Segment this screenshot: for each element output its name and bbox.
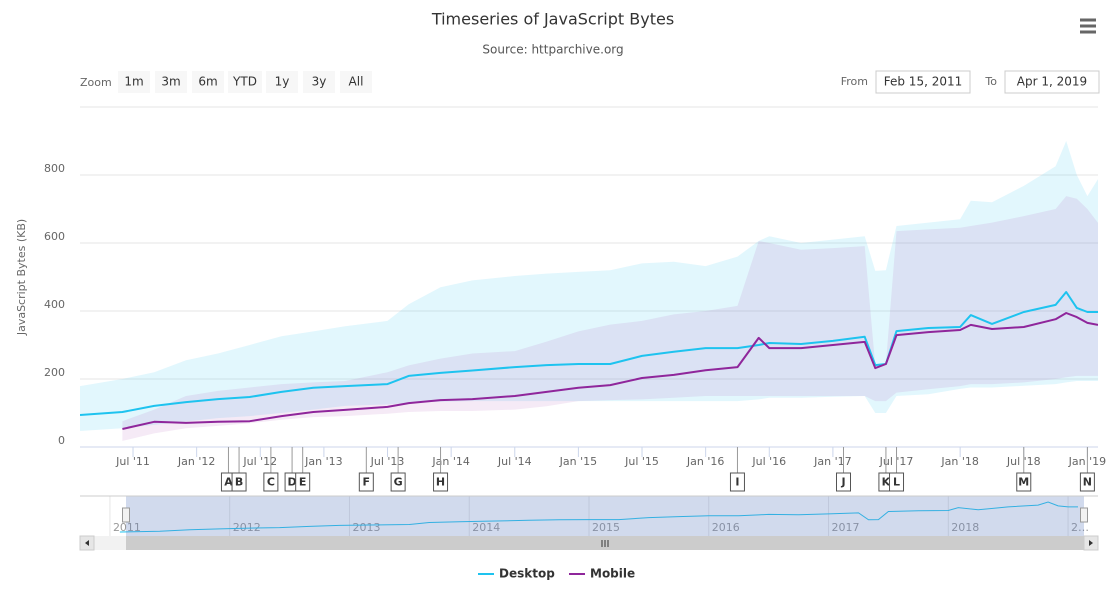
navigator: 2011 2012 2013 2014 2015 2016 2017 2018 2… [80, 496, 1098, 536]
navigator-tick-label: 2015 [592, 521, 620, 534]
navigator-handle-left[interactable] [122, 507, 130, 523]
scrollbar-left-arrow [85, 540, 89, 546]
zoom-button-label[interactable]: 1m [124, 75, 143, 89]
flag [263, 472, 279, 492]
legend: Desktop Mobile [478, 567, 635, 581]
flag [729, 472, 745, 492]
range-band [80, 141, 1098, 431]
y-tick-label: 800 [44, 162, 65, 175]
navigator-tick-label: 2011 [113, 521, 141, 534]
flag [1016, 472, 1032, 492]
flag [390, 472, 406, 492]
navigator-tick-label: 2016 [712, 521, 740, 534]
flag-label: G [394, 476, 403, 489]
range-band [122, 196, 1098, 441]
zoom-button[interactable] [118, 71, 150, 93]
zoom-button-label[interactable]: 3y [312, 75, 327, 89]
zoom-button[interactable] [228, 71, 262, 93]
flag [433, 472, 449, 492]
y-tick-label: 600 [44, 230, 65, 243]
menu-icon[interactable] [1080, 18, 1096, 34]
flag [231, 472, 247, 492]
flag-label: A [224, 476, 233, 489]
flag [358, 472, 374, 492]
x-tick-label: Jul '13 [370, 455, 405, 468]
series-line [80, 291, 1098, 416]
flag-label: L [893, 476, 900, 489]
flag-label: K [882, 476, 891, 489]
zoom-button-label[interactable]: 1y [275, 75, 290, 89]
y-tick-label: 400 [44, 298, 65, 311]
x-tick-label: Jan '14 [431, 455, 469, 468]
scrollbar-grip [601, 540, 609, 547]
flag [889, 472, 905, 492]
flag-label: D [288, 476, 297, 489]
zoom-button-label[interactable]: 3m [161, 75, 180, 89]
navigator-tick-label: 2… [1071, 521, 1089, 534]
to-value[interactable]: Apr 1, 2019 [1017, 75, 1087, 89]
flag-label: N [1083, 476, 1092, 489]
flag-label: C [267, 476, 275, 489]
series-line [122, 312, 1098, 430]
x-tick-label: Jan '12 [177, 455, 215, 468]
x-tick-label: Jan '16 [686, 455, 724, 468]
chart-title: Timeseries of JavaScript Bytes [431, 10, 674, 29]
flag [836, 472, 851, 492]
navigator-handle-right[interactable] [1080, 507, 1088, 523]
menu-button[interactable] [1077, 15, 1099, 37]
plot-area [80, 141, 1098, 441]
x-tick-label: Jul '12 [242, 455, 277, 468]
zoom-button-label[interactable]: YTD [232, 75, 257, 89]
zoom-button[interactable] [192, 71, 224, 93]
from-input[interactable] [875, 70, 971, 94]
y-axis-title: JavaScript Bytes (KB) [15, 219, 28, 336]
x-tick-label: Jan '17 [813, 455, 851, 468]
navigator-tick-label: 2018 [951, 521, 979, 534]
flag-label: B [235, 476, 243, 489]
from-value[interactable]: Feb 15, 2011 [884, 75, 963, 89]
zoom-buttons: 1m 3m 6m YTD 1y 3y All [118, 71, 372, 93]
scrollbar-right-arrow [1089, 540, 1093, 546]
zoom-button[interactable] [340, 71, 372, 93]
y-tick-label: 0 [58, 434, 65, 447]
x-tick-label: Jan '13 [304, 455, 342, 468]
zoom-button[interactable] [303, 71, 335, 93]
flag-label: H [436, 476, 445, 489]
flag-label: J [840, 476, 845, 489]
flag-label: E [299, 476, 307, 489]
x-tick-label: Jul '14 [497, 455, 532, 468]
flag [295, 472, 311, 492]
flag-label: I [735, 476, 739, 489]
to-input[interactable] [1004, 70, 1100, 94]
x-tick-label: Jul '16 [751, 455, 786, 468]
x-axis: Jul '11 Jan '12 Jul '12 Jan '13 Jul '13 Jan '… [80, 446, 1106, 468]
navigator-tick-label: 2013 [352, 521, 380, 534]
x-tick-label: Jan '15 [559, 455, 597, 468]
navigator-tick-label: 2012 [233, 521, 261, 534]
navigator-selection[interactable] [126, 496, 1084, 536]
chart-subtitle: Source: httparchive.org [482, 43, 623, 57]
navigator-tick-label: 2014 [472, 521, 500, 534]
navigator-series [119, 501, 1078, 533]
legend-label[interactable]: Desktop [499, 567, 555, 581]
flag-label: M [1018, 476, 1029, 489]
navigator-mask [79, 495, 1099, 551]
flag [1079, 472, 1095, 492]
from-label: From [841, 75, 868, 88]
zoom-button-label[interactable]: All [349, 75, 364, 89]
flag-label: F [363, 476, 371, 489]
zoom-button[interactable] [266, 71, 298, 93]
zoom-label: Zoom [80, 76, 112, 89]
x-tick-label: Jan '18 [940, 455, 978, 468]
y-tick-label: 200 [44, 366, 65, 379]
x-tick-label: Jul '11 [115, 455, 150, 468]
legend-label[interactable]: Mobile [590, 567, 635, 581]
to-label: To [984, 75, 997, 88]
navigator-tick-label: 2017 [832, 521, 860, 534]
zoom-button-label[interactable]: 6m [198, 75, 217, 89]
x-tick-label: Jul '15 [624, 455, 659, 468]
zoom-button[interactable] [155, 71, 187, 93]
